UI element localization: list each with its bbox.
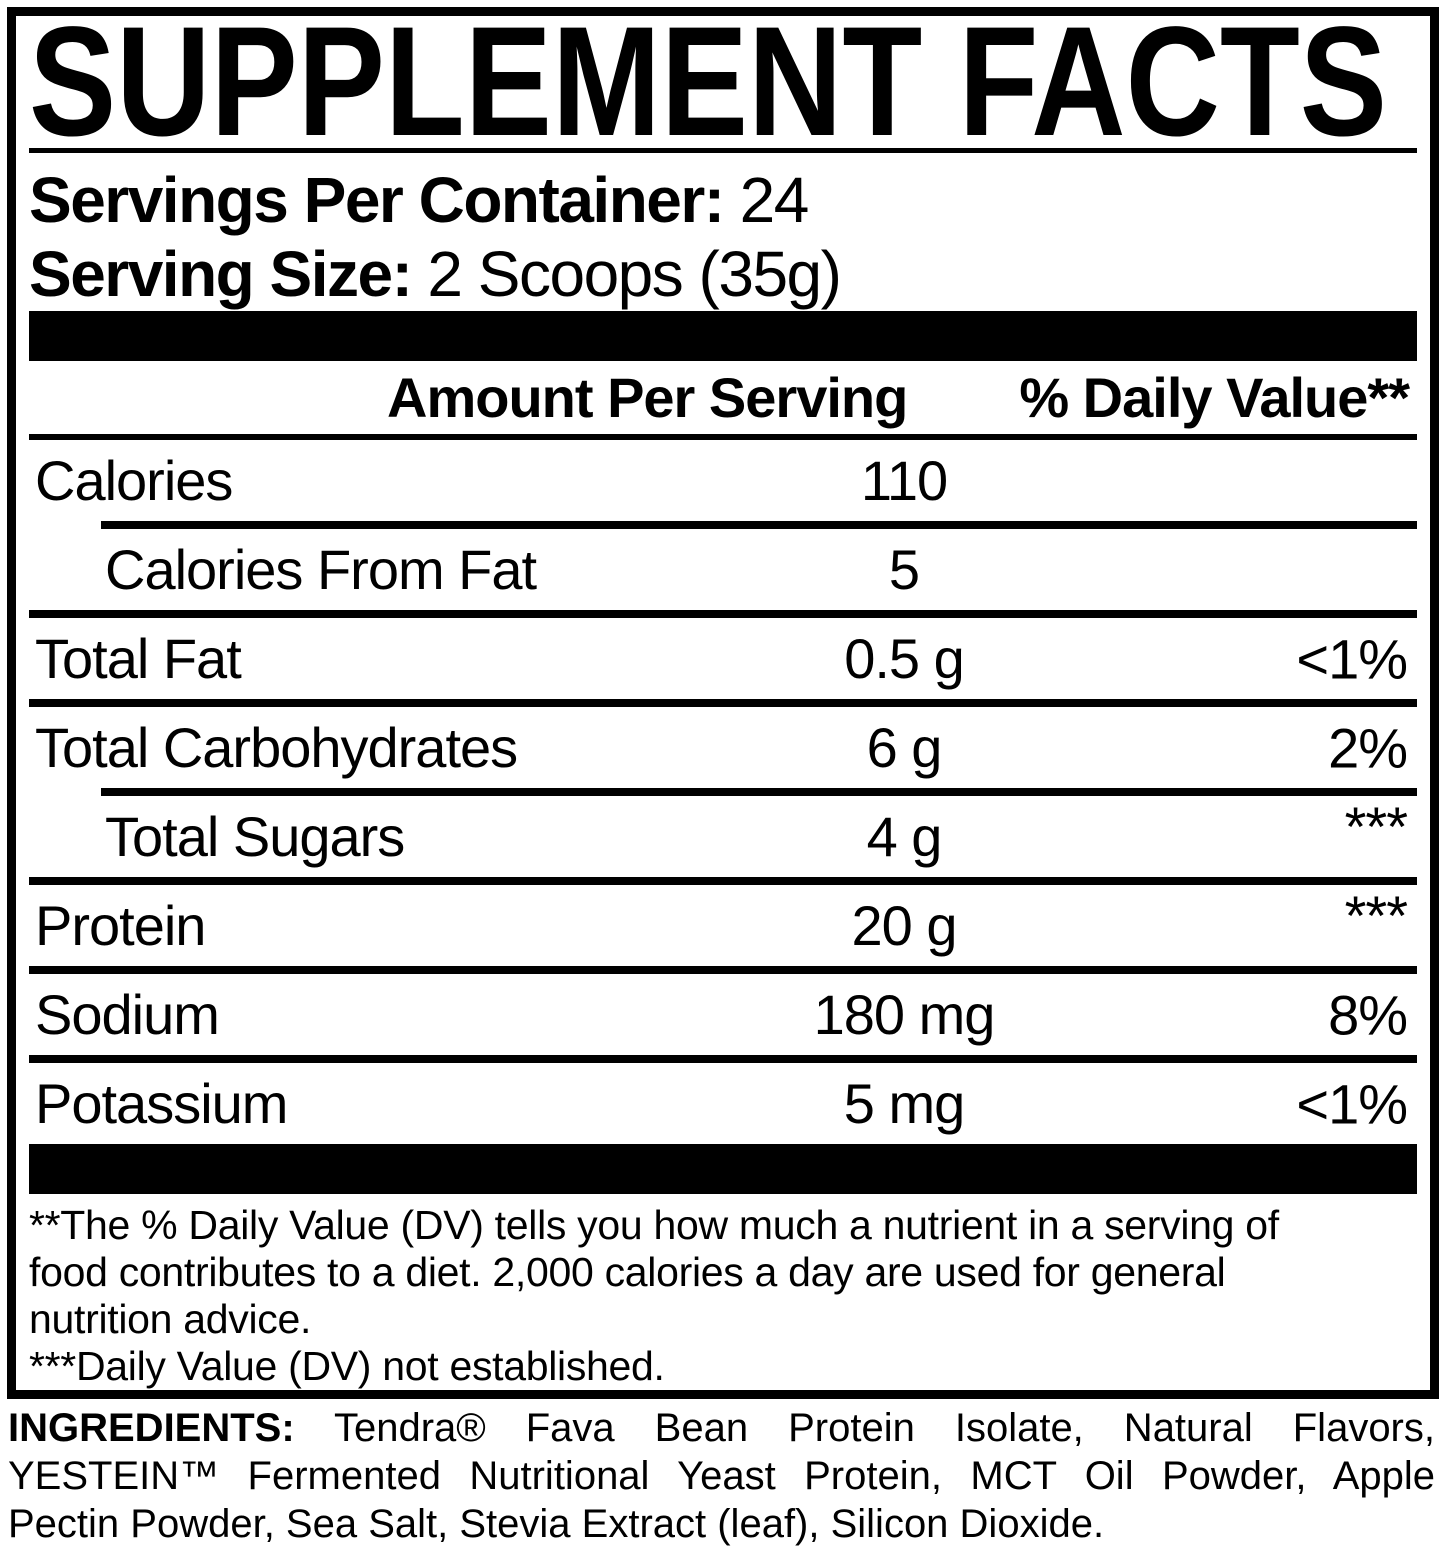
- nutrient-label: Calories From Fat: [105, 538, 537, 601]
- nutrient-daily-value: 8%: [1328, 983, 1408, 1046]
- servings-per-container-line: Servings Per Container: 24: [29, 163, 1417, 237]
- table-row-total-fat: Total Fat 0.5 g <1%: [29, 618, 1417, 699]
- separator-rule: [101, 788, 1417, 796]
- table-column-header: Amount Per Serving % Daily Value**: [29, 361, 1417, 440]
- nutrient-amount: 0.5 g: [844, 627, 965, 690]
- footnotes-section: **The % Daily Value (DV) tells you how m…: [29, 1194, 1417, 1390]
- nutrient-amount: 5: [888, 538, 920, 601]
- separator-rule: [29, 699, 1417, 707]
- nutrient-label: Total Carbohydrates: [35, 716, 518, 779]
- nutrient-amount: 20 g: [851, 894, 958, 957]
- separator-rule: [29, 966, 1417, 974]
- serving-size-value: 2 Scoops (35g): [427, 238, 842, 310]
- serving-size-line: Serving Size: 2 Scoops (35g): [29, 237, 1417, 311]
- nutrient-label: Potassium: [35, 1072, 288, 1135]
- table-row-potassium: Potassium 5 mg <1%: [29, 1063, 1417, 1144]
- ingredients-line: INGREDIENTS: Tendra® Fava Bean Protein I…: [8, 1404, 1435, 1452]
- nutrient-daily-value: 2%: [1328, 716, 1408, 779]
- title-svg: SUPPLEMENT FACTS: [29, 22, 1387, 143]
- footnote-line: food contributes to a diet. 2,000 calori…: [29, 1249, 1226, 1295]
- nutrient-amount: 4 g: [866, 805, 943, 868]
- amount-per-serving-header: Amount Per Serving: [387, 366, 908, 429]
- nutrient-daily-value: ***: [1344, 884, 1408, 947]
- servings-per-container-value: 24: [739, 164, 810, 236]
- nutrient-daily-value: <1%: [1296, 627, 1408, 690]
- separator-rule: [29, 610, 1417, 618]
- serving-size-label: Serving Size:: [29, 238, 413, 310]
- nutrient-label: Sodium: [35, 983, 220, 1046]
- divider-bar-top: [29, 311, 1417, 361]
- table-row-calories: Calories 110: [29, 440, 1417, 521]
- ingredients-line: Pectin Powder, Sea Salt, Stevia Extract …: [8, 1502, 1105, 1546]
- servings-per-container-label: Servings Per Container:: [29, 164, 725, 236]
- footnote-line: **The % Daily Value (DV) tells you how m…: [29, 1202, 1279, 1248]
- separator-rule: [29, 877, 1417, 885]
- footnote-line: nutrition advice.: [29, 1296, 312, 1342]
- nutrient-label: Total Sugars: [105, 805, 405, 868]
- table-row-total-sugars: Total Sugars 4 g ***: [29, 795, 1417, 877]
- ingredients-label: INGREDIENTS:: [8, 1406, 295, 1450]
- nutrient-amount: 180 mg: [813, 983, 996, 1046]
- page-title: SUPPLEMENT FACTS: [29, 22, 1387, 143]
- nutrient-amount: 110: [860, 449, 948, 512]
- table-row-protein: Protein 20 g ***: [29, 884, 1417, 966]
- ingredients-section: INGREDIENTS: Tendra® Fava Bean Protein I…: [8, 1404, 1435, 1548]
- supplement-facts-panel: SUPPLEMENT FACTS Servings Per Container:…: [7, 7, 1439, 1399]
- title-section: SUPPLEMENT FACTS: [29, 16, 1417, 153]
- nutrient-label: Calories: [35, 449, 233, 512]
- separator-rule: [29, 1055, 1417, 1063]
- daily-value-header: % Daily Value**: [1019, 366, 1410, 429]
- nutrient-amount: 5 mg: [843, 1072, 966, 1135]
- nutrient-label: Total Fat: [35, 627, 242, 690]
- nutrient-label: Protein: [35, 894, 206, 957]
- table-row-total-carbohydrates: Total Carbohydrates 6 g 2%: [29, 707, 1417, 788]
- divider-bar-bottom: [29, 1144, 1417, 1194]
- serving-info: Servings Per Container: 24 Serving Size: 2…: [29, 153, 1417, 311]
- ingredients-line: YESTEIN™ Fermented Nutritional Yeast Pro…: [8, 1454, 1435, 1498]
- separator-rule: [101, 521, 1417, 529]
- table-row-calories-from-fat: Calories From Fat 5: [29, 529, 1417, 610]
- nutrient-daily-value: <1%: [1296, 1072, 1408, 1135]
- ingredients-text: Tendra® Fava Bean Protein Isolate, Natur…: [333, 1406, 1435, 1450]
- table-row-sodium: Sodium 180 mg 8%: [29, 974, 1417, 1055]
- nutrient-amount: 6 g: [866, 716, 943, 779]
- footnote-line: ***Daily Value (DV) not established.: [29, 1343, 665, 1389]
- nutrient-daily-value: ***: [1344, 795, 1408, 858]
